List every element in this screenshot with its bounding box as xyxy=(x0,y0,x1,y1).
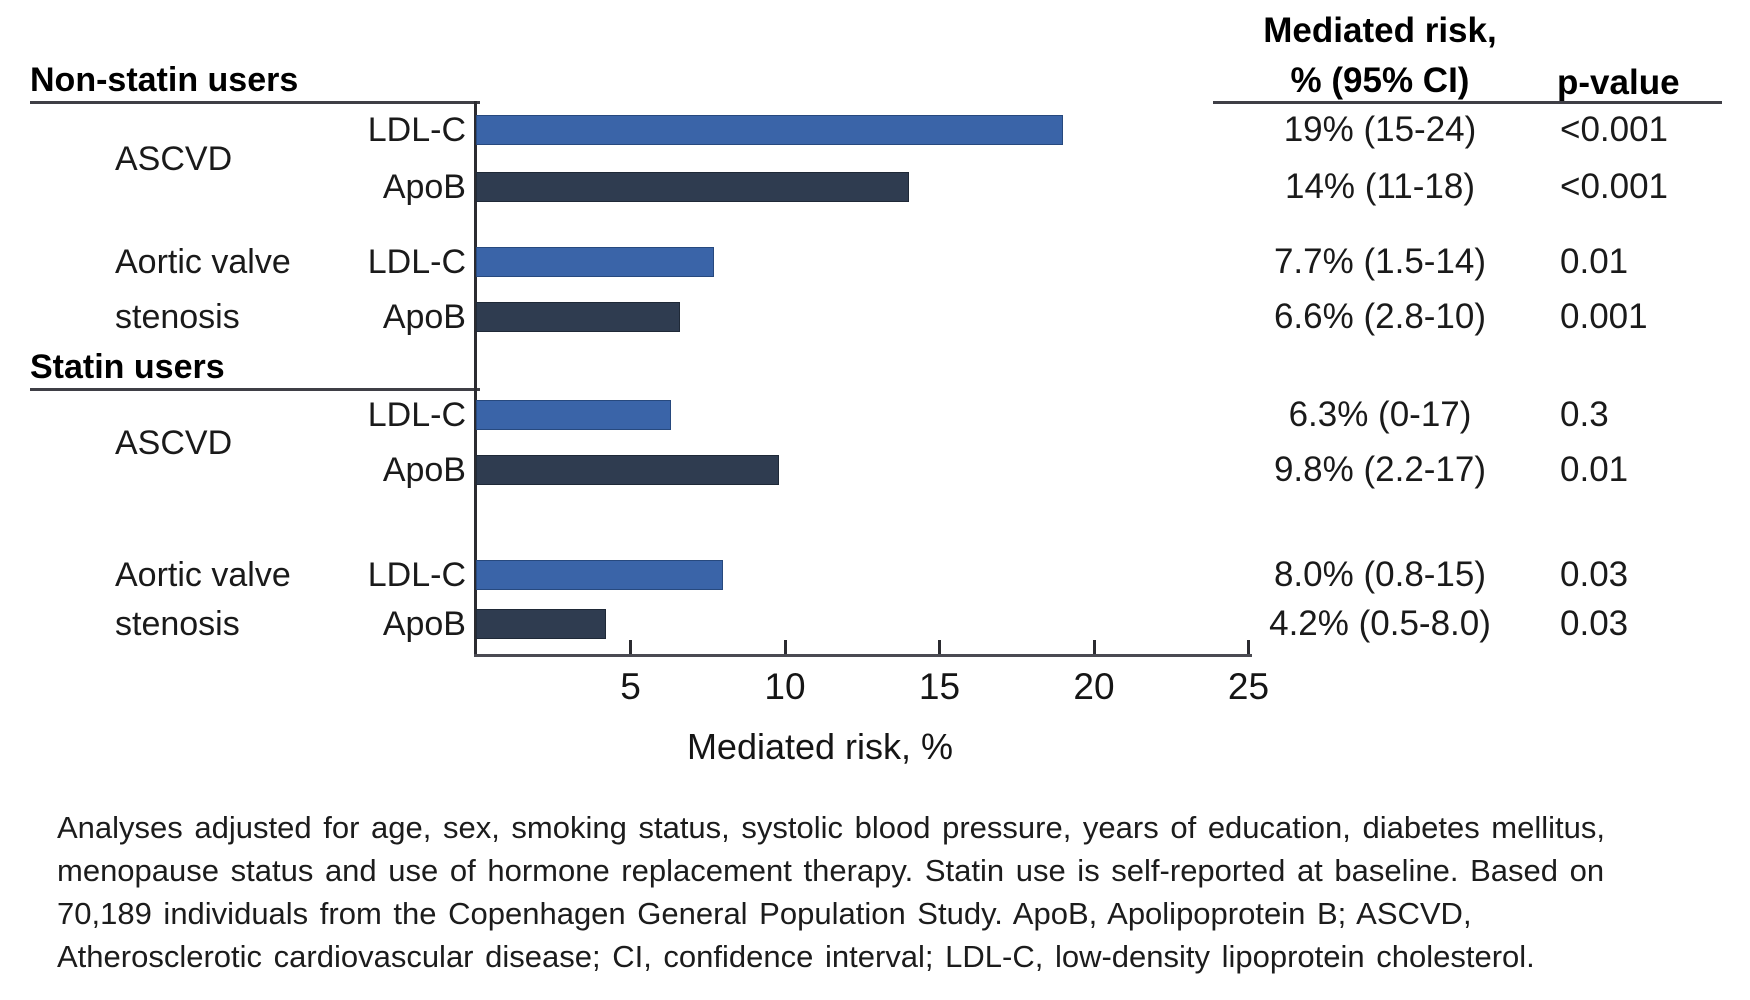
mediated-risk-value: 4.2% (0.5-8.0) xyxy=(1269,604,1491,643)
table-header-p-value: p-value xyxy=(1557,63,1680,102)
outcome-label: ASCVD xyxy=(115,139,233,178)
bar-ldl-c xyxy=(476,400,671,430)
bar-apob xyxy=(476,455,779,485)
bar-series-label: ApoB xyxy=(382,168,466,206)
p-value: <0.001 xyxy=(1560,110,1669,149)
table-header-mediated-risk-line2: % (95% CI) xyxy=(1290,61,1470,100)
x-axis-tick-label: 20 xyxy=(1073,666,1115,707)
bar-series-label: LDL-C xyxy=(367,243,466,281)
bar-apob xyxy=(476,609,606,639)
bar-ldl-c xyxy=(476,115,1063,145)
bar-series-label: LDL-C xyxy=(367,111,466,149)
bar-apob xyxy=(476,172,909,202)
section-heading-non-statin-users: Non-statin users xyxy=(30,61,299,99)
x-axis-line xyxy=(474,654,1252,657)
x-axis-tick-label: 15 xyxy=(918,666,961,707)
mediated-risk-value: 8.0% (0.8-15) xyxy=(1273,555,1487,594)
p-value: 0.03 xyxy=(1560,555,1629,594)
x-axis-tick xyxy=(1092,640,1096,654)
x-axis-tick-label: 5 xyxy=(620,666,641,707)
table-header-mediated-risk-line1: Mediated risk, xyxy=(1263,11,1497,50)
section-underline-non-statin xyxy=(30,101,480,104)
bar-ldl-c xyxy=(476,560,723,590)
p-value: 0.03 xyxy=(1560,604,1629,643)
x-axis-tick xyxy=(783,640,787,654)
footnote-line-3: 70,189 individuals from the Copenhagen G… xyxy=(57,896,1472,931)
x-axis-title: Mediated risk, % xyxy=(686,726,954,767)
outcome-label: ASCVD xyxy=(115,423,233,462)
outcome-label: stenosis xyxy=(115,605,240,643)
footnote-line-4: Atherosclerotic cardiovascular disease; … xyxy=(57,939,1535,974)
section-heading-statin-users: Statin users xyxy=(30,348,225,386)
table-header-underline xyxy=(1213,101,1722,104)
outcome-label: stenosis xyxy=(115,298,240,336)
x-axis-tick xyxy=(629,640,632,654)
bar-series-label: ApoB xyxy=(382,298,466,336)
bar-series-label: LDL-C xyxy=(367,396,466,434)
p-value: 0.01 xyxy=(1560,450,1629,489)
p-value: 0.01 xyxy=(1560,242,1629,281)
bar-series-label: ApoB xyxy=(382,451,466,489)
mediated-risk-value: 19% (15-24) xyxy=(1283,110,1477,149)
mediated-risk-value: 6.6% (2.8-10) xyxy=(1273,297,1487,336)
y-axis-line xyxy=(474,101,477,657)
x-axis-tick xyxy=(938,640,941,654)
p-value: 0.001 xyxy=(1560,297,1648,336)
section-underline-statin xyxy=(30,388,480,391)
p-value: <0.001 xyxy=(1560,167,1669,206)
mediated-risk-value: 9.8% (2.2-17) xyxy=(1273,450,1487,489)
x-axis-tick-label: 10 xyxy=(764,666,806,707)
bar-ldl-c xyxy=(476,247,714,277)
footnote-line-1: Analyses adjusted for age, sex, smoking … xyxy=(57,810,1605,845)
x-axis-tick-label: 25 xyxy=(1227,666,1270,707)
outcome-label: Aortic valve xyxy=(115,243,291,281)
x-axis-tick xyxy=(1247,640,1250,654)
mediated-risk-value: 6.3% (0-17) xyxy=(1288,395,1472,434)
mediated-risk-value: 14% (11-18) xyxy=(1284,167,1475,206)
bar-series-label: LDL-C xyxy=(367,556,466,594)
outcome-label: Aortic valve xyxy=(115,556,291,594)
bar-apob xyxy=(476,302,680,332)
p-value: 0.3 xyxy=(1560,395,1609,434)
footnote-line-2: menopause status and use of hormone repl… xyxy=(57,853,1605,888)
bar-series-label: ApoB xyxy=(382,605,466,643)
mediated-risk-value: 7.7% (1.5-14) xyxy=(1273,242,1487,281)
